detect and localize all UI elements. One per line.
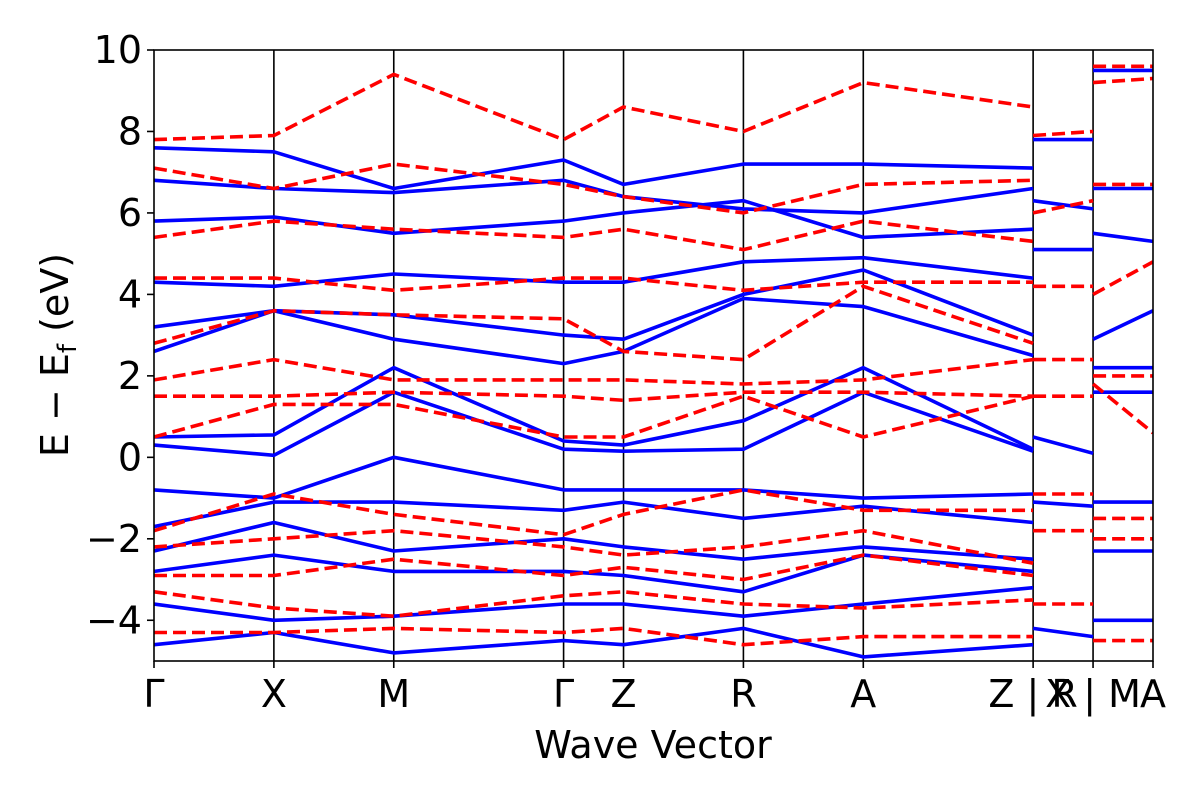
band-line [154,553,1034,582]
y-tick-label: −2 [86,517,142,561]
band-line [154,198,1034,240]
band-line [154,488,1034,537]
band-line [154,590,1034,618]
band-line [1032,500,1094,508]
y-tick-label: 4 [118,272,142,316]
band-line [1091,382,1153,435]
y-axis-label-main: E − E [33,353,77,457]
x-tick-label: Z | R [988,672,1077,717]
band-line [154,553,1034,594]
band-line [154,528,1034,565]
y-axis-label-unit: (eV) [33,253,77,344]
y-tick-label: 8 [118,109,142,153]
band-line [154,276,1034,293]
band-line [1032,129,1094,138]
band-line [1032,435,1094,456]
band-line [154,394,1034,439]
y-axis-label-sub: f [53,343,83,353]
x-tick-label: Z [611,672,637,716]
plot-area [154,50,1153,661]
band-line [154,162,1034,215]
y-tick-label: 10 [94,28,142,72]
y-tick-label: −4 [86,598,142,642]
band-line [154,284,1034,362]
band-line [154,365,1034,451]
x-axis-label: Wave Vector [534,723,772,767]
band-line [1092,260,1153,296]
band-line [154,219,1034,252]
band-series [154,64,1153,659]
x-tick-label: A [1140,672,1166,716]
solid-band-series [154,68,1153,659]
band-line [154,146,1034,191]
band-line [154,357,1034,386]
y-tick-label: 2 [118,354,142,398]
y-axis: −4 −2 0 2 4 6 8 10 [86,28,154,642]
band-line [154,178,1034,215]
x-tick-label: Γ [553,672,574,716]
x-tick-label: X [261,672,287,716]
band-line [1032,198,1094,215]
x-tick-label: R [730,672,756,716]
band-line [154,255,1034,289]
band-line [154,390,1034,403]
band-line [154,455,1034,500]
band-line [154,72,1034,142]
x-tick-label: X | M [1045,672,1141,717]
band-line [154,390,1034,458]
plot-frame [153,49,1154,662]
band-line [1032,626,1094,639]
band-line [154,626,1034,647]
band-line [1092,76,1153,85]
band-line [1092,309,1153,341]
band-line [1092,231,1153,244]
band-line [1032,198,1094,211]
y-tick-label: 0 [118,435,142,479]
band-line [154,520,1034,561]
x-tick-label: Γ [143,672,164,716]
y-axis-label: E − Ef (eV) [33,253,83,457]
x-tick-label: A [850,672,876,716]
band-line [154,296,1034,366]
band-line [154,626,1034,659]
y-tick-label: 6 [118,191,142,235]
x-tick-label: M [377,672,410,716]
dashed-band-series [154,64,1153,647]
